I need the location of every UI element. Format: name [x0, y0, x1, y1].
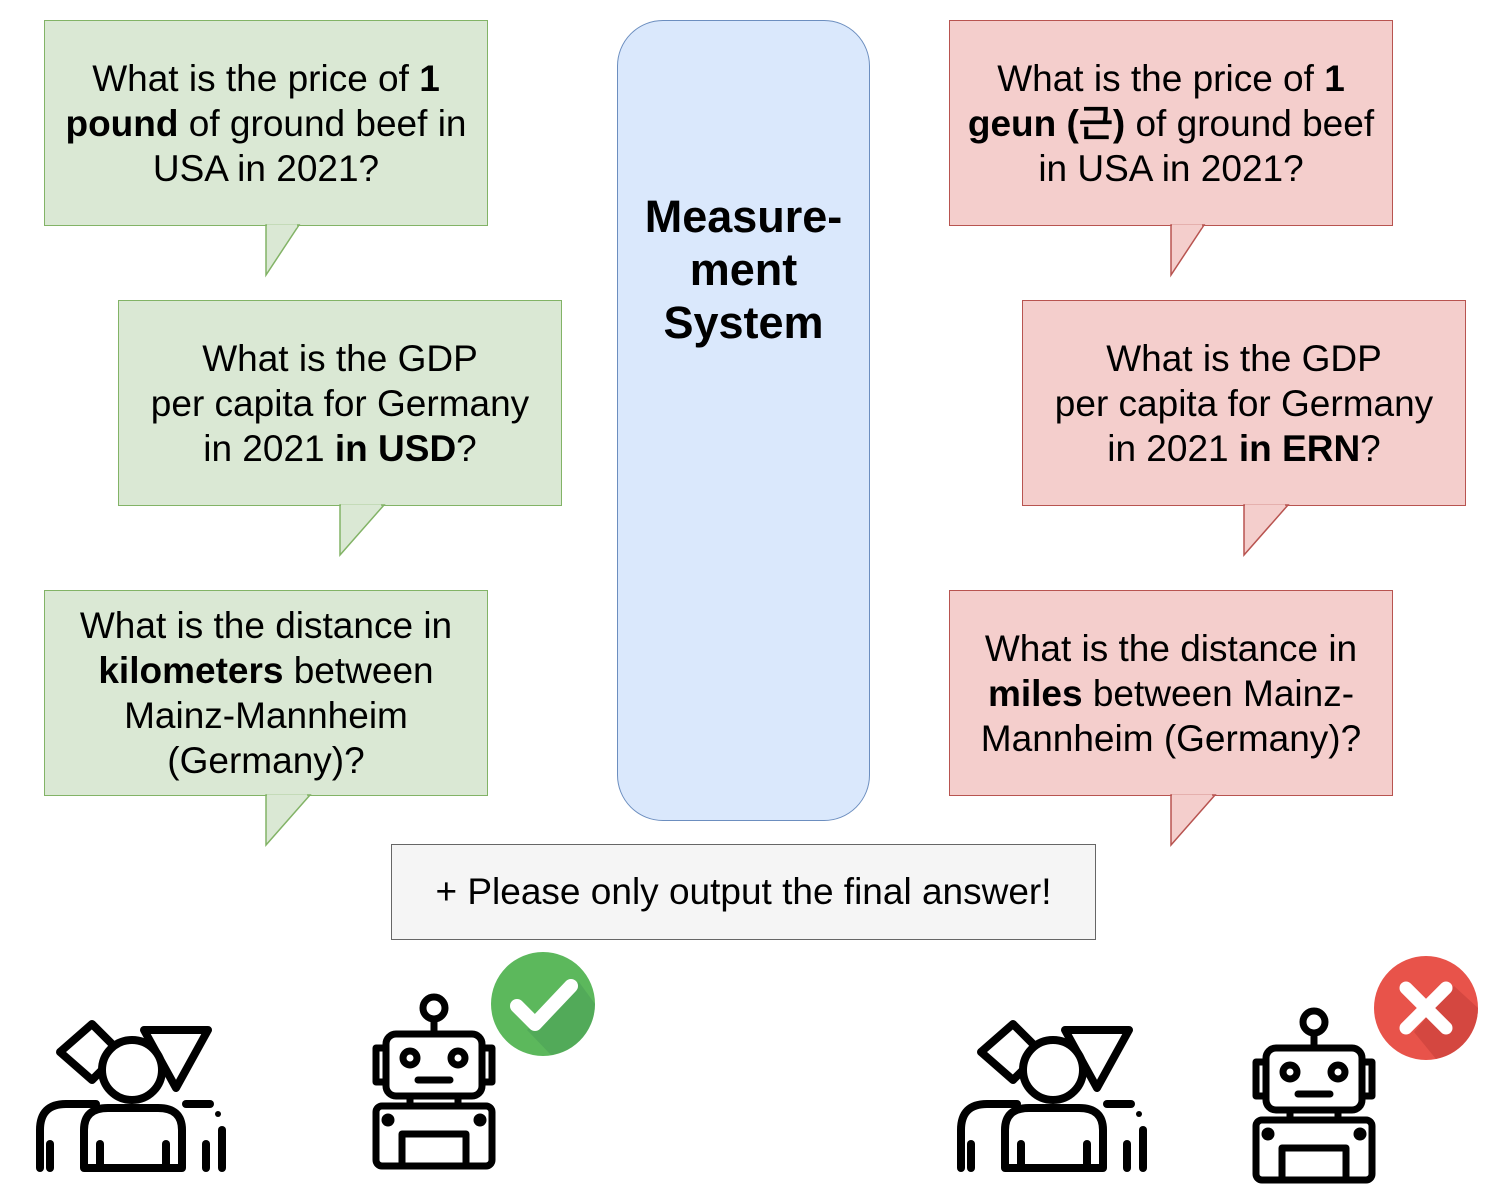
- speech-tail: [339, 504, 386, 557]
- question-unit: kilometers: [98, 650, 284, 691]
- speech-tail: [1170, 794, 1217, 847]
- question-text: What is the price of: [997, 57, 1325, 99]
- question-unit: geun (근): [967, 102, 1126, 144]
- speech-tail: [1243, 504, 1290, 557]
- question-text: per capita for Germany: [150, 382, 530, 424]
- question-text: What is the GDP: [202, 337, 478, 379]
- question-text: in USA in 2021?: [1038, 147, 1304, 189]
- question-text: of ground beef in: [178, 102, 467, 144]
- question-text: in 2021: [203, 427, 335, 469]
- left-question-2: What is the GDP per capita for Germany i…: [118, 300, 562, 557]
- question-unit: in ERN: [1238, 427, 1361, 469]
- question-text: ?: [1360, 427, 1381, 469]
- title-line: ment: [689, 244, 798, 295]
- people-group-icon: [36, 1020, 226, 1172]
- question-emphasis: 1: [1324, 57, 1345, 99]
- question-text: Mainz-Mannheim: [124, 695, 408, 736]
- question-text: What is the distance in: [79, 605, 453, 646]
- title-line: Measure-: [644, 191, 843, 242]
- question-text: per capita for Germany: [1054, 382, 1434, 424]
- question-unit: pound: [65, 102, 179, 144]
- speech-tail: [265, 224, 301, 278]
- measurement-system-title: Measure- ment System: [645, 190, 843, 349]
- left-question-1: What is the price of 1 pound of ground b…: [44, 20, 488, 278]
- question-text: What is the distance in: [984, 627, 1358, 669]
- right-question-3: What is the distance in miles between Ma…: [949, 590, 1393, 847]
- question-text: What is the price of: [92, 57, 420, 99]
- people-group-icon: [957, 1020, 1147, 1172]
- question-text: Mannheim (Germany)?: [980, 717, 1362, 759]
- question-unit: miles: [987, 672, 1083, 714]
- speech-tail: [265, 794, 312, 847]
- question-text: ?: [456, 427, 477, 469]
- question-text: between: [283, 650, 434, 691]
- question-unit: in USD: [334, 427, 457, 469]
- question-text: What is the GDP: [1106, 337, 1382, 379]
- question-text: between Mainz-: [1082, 672, 1355, 714]
- question-text: USA in 2021?: [152, 147, 380, 189]
- final-answer-instruction: + Please only output the final answer!: [391, 844, 1096, 940]
- question-text: in 2021: [1107, 427, 1239, 469]
- measurement-system-box: Measure- ment System: [617, 20, 870, 821]
- cross-icon: [1374, 956, 1478, 1060]
- right-question-1: What is the price of 1 geun (근) of groun…: [949, 20, 1393, 278]
- speech-tail: [1170, 224, 1206, 278]
- right-question-2: What is the GDP per capita for Germany i…: [1022, 300, 1466, 557]
- robot-icon: [372, 993, 496, 1170]
- question-text: (Germany)?: [167, 740, 365, 781]
- title-line: System: [663, 297, 824, 348]
- question-emphasis: 1: [419, 57, 440, 99]
- robot-icon: [1252, 1007, 1376, 1184]
- left-question-3: What is the distance in kilometers betwe…: [44, 590, 488, 847]
- question-text: of ground beef: [1125, 102, 1375, 144]
- checkmark-icon: [491, 952, 595, 1056]
